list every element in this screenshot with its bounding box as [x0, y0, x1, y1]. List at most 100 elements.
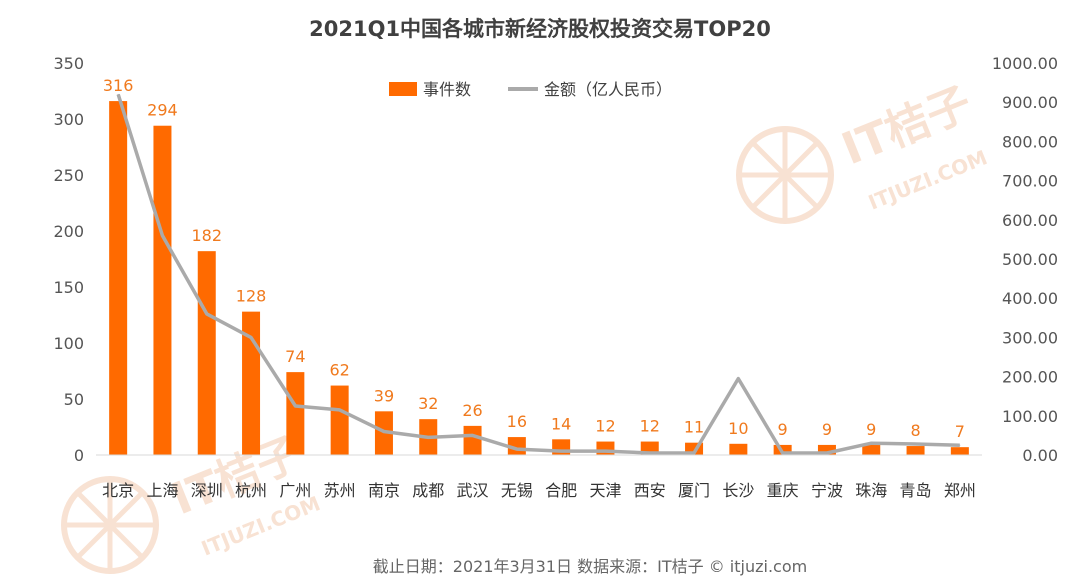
- line-point-杭州: [250, 336, 252, 338]
- x-tick-label: 合肥: [545, 481, 577, 500]
- line-point-南京: [383, 430, 385, 432]
- x-tick-label: 无锡: [501, 481, 533, 500]
- x-tick-label: 厦门: [678, 481, 710, 500]
- data-label: 74: [285, 347, 305, 366]
- x-tick-label: 成都: [412, 481, 444, 500]
- y-right-tick-label: 800.00: [1002, 132, 1058, 151]
- x-tick-label: 上海: [146, 481, 178, 500]
- data-label: 11: [684, 418, 704, 437]
- y-right-tick-label: 1000.00: [992, 54, 1058, 73]
- y-right-tick-label: 900.00: [1002, 93, 1058, 112]
- bar-珠海: [862, 444, 881, 455]
- x-tick-label: 天津: [589, 481, 621, 500]
- y-right-tick-label: 400.00: [1002, 289, 1058, 308]
- y-right-tick-label: 300.00: [1002, 328, 1058, 347]
- bar-郑州: [950, 447, 969, 455]
- legend-label-line: 金额（亿人民币）: [544, 80, 672, 99]
- line-point-成都: [427, 436, 429, 438]
- line-point-苏州: [339, 409, 341, 411]
- data-label: 14: [551, 414, 571, 433]
- bar-宁波: [817, 444, 836, 455]
- line-series: [116, 93, 961, 455]
- x-tick-label: 郑州: [944, 481, 976, 500]
- line-point-重庆: [782, 452, 784, 454]
- data-label: 182: [191, 226, 222, 245]
- y-left-tick-label: 150: [53, 278, 84, 297]
- x-tick-label: 珠海: [855, 481, 887, 500]
- data-label: 9: [778, 420, 788, 439]
- bar-上海: [153, 125, 172, 455]
- data-label: 294: [147, 101, 178, 120]
- x-tick-label: 苏州: [324, 481, 356, 500]
- bar-北京: [109, 101, 128, 455]
- x-tick-label: 广州: [279, 481, 311, 500]
- data-label: 9: [822, 420, 832, 439]
- y-right-tick-label: 0.00: [1022, 446, 1058, 465]
- data-label: 9: [866, 420, 876, 439]
- bar-长沙: [729, 443, 748, 455]
- x-tick-label: 长沙: [722, 481, 754, 500]
- data-label: 7: [955, 422, 965, 441]
- line-point-西安: [649, 452, 651, 454]
- line-point-广州: [294, 405, 296, 407]
- line-point-珠海: [870, 442, 872, 444]
- y-right-tick-label: 600.00: [1002, 211, 1058, 230]
- x-tick-label: 武汉: [457, 481, 489, 500]
- bar-青岛: [906, 446, 925, 455]
- y-right-tick-label: 100.00: [1002, 407, 1058, 426]
- x-axis: 北京 上海 深圳 杭州 广州 苏州 南京 成都 武汉 无锡 合肥 天津 西安 厦门 长沙 重庆 宁波 珠海 青岛 郑州: [96, 454, 982, 500]
- watermark-right: IT桔子 ITJUZI.COM: [736, 78, 991, 224]
- line-point-宁波: [826, 452, 828, 454]
- line-point-上海: [161, 234, 163, 236]
- bar-广州: [286, 372, 305, 455]
- y-left-tick-label: 250: [53, 166, 84, 185]
- x-tick-label: 南京: [368, 481, 400, 500]
- y-right-tick-label: 200.00: [1002, 368, 1058, 387]
- line-point-厦门: [693, 452, 695, 454]
- data-label: 62: [329, 361, 349, 380]
- line-amount: [116, 93, 960, 455]
- data-label: 32: [418, 394, 438, 413]
- bar-苏州: [330, 385, 349, 455]
- line-point-武汉: [472, 434, 474, 436]
- line-point-北京: [117, 93, 119, 95]
- x-tick-label: 杭州: [235, 481, 267, 500]
- data-label: 16: [507, 412, 527, 431]
- chart-title: 2021Q1中国各城市新经济股权投资交易TOP20: [309, 17, 771, 41]
- x-tick-label: 北京: [102, 481, 134, 500]
- y-left-tick-label: 100: [53, 334, 84, 353]
- legend-label-bar: 事件数: [423, 80, 471, 99]
- y-axis-left: 0 50 100 150 200 250 300 350: [53, 54, 84, 465]
- data-label: 12: [595, 417, 615, 436]
- line-point-长沙: [737, 378, 739, 380]
- x-tick-label: 深圳: [191, 481, 223, 500]
- y-left-tick-label: 300: [53, 110, 84, 129]
- line-point-青岛: [915, 443, 917, 445]
- bar-series: [109, 101, 969, 455]
- data-label: 39: [374, 386, 394, 405]
- bar-武汉: [463, 425, 482, 455]
- data-label: 316: [103, 76, 134, 95]
- y-left-tick-label: 50: [64, 390, 84, 409]
- legend-swatch-bar: [389, 82, 417, 96]
- x-tick-label: 青岛: [900, 481, 932, 500]
- y-left-tick-label: 0: [74, 446, 84, 465]
- x-tick-label: 重庆: [767, 481, 799, 500]
- y-right-tick-label: 500.00: [1002, 250, 1058, 269]
- line-point-无锡: [516, 448, 518, 450]
- data-label: 26: [462, 401, 482, 420]
- line-point-天津: [604, 450, 606, 452]
- data-label: 128: [236, 287, 267, 306]
- data-label: 8: [910, 421, 920, 440]
- line-point-合肥: [560, 450, 562, 452]
- data-label: 10: [728, 419, 748, 438]
- bar-深圳: [197, 251, 216, 455]
- data-label: 12: [640, 417, 660, 436]
- x-tick-label: 西安: [634, 481, 666, 500]
- legend: 事件数 金额（亿人民币）: [389, 80, 672, 99]
- data-labels: 316 294 182 128 74 62 39 32 26 16 14 12 12 11 10 9 9 9 8 7: [103, 76, 965, 441]
- y-left-tick-label: 200: [53, 222, 84, 241]
- line-point-郑州: [959, 444, 961, 446]
- footer-note: 截止日期：2021年3月31日 数据来源：IT桔子 © itjuzi.com: [373, 557, 807, 576]
